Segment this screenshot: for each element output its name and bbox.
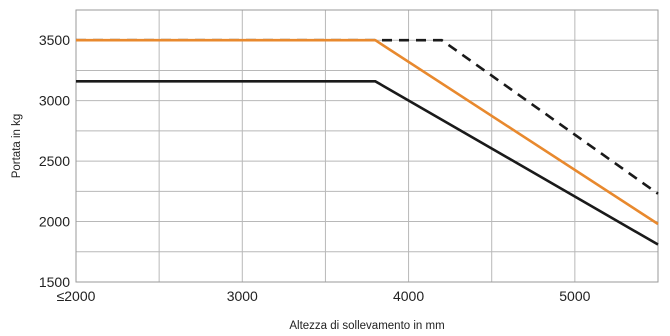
series-line-2 (76, 38, 659, 226)
series-line-3 (76, 80, 659, 246)
y-tick-label: 2000 (39, 214, 70, 230)
y-tick-label: 3000 (39, 93, 70, 109)
series-layer (76, 38, 659, 246)
series-line-1 (76, 38, 659, 195)
plot-frame (75, 9, 659, 283)
y-axis-title: Portata in kg (11, 114, 23, 179)
grid-layer (75, 10, 658, 283)
y-tick-label: 2500 (39, 153, 70, 169)
x-tick-label: 4000 (393, 288, 424, 304)
x-tick-label: 5000 (559, 288, 590, 304)
y-tick-label: 1500 (39, 274, 70, 290)
x-tick-label: ≤2000 (57, 288, 96, 304)
tick-labels: ≤2000 3000 4000 5000 1500 2000 2500 3000 3500 (39, 32, 591, 304)
x-axis-title: Altezza di sollevamento in mm (289, 320, 444, 332)
y-tick-label: 3500 (39, 32, 70, 48)
x-tick-label: 3000 (227, 288, 258, 304)
